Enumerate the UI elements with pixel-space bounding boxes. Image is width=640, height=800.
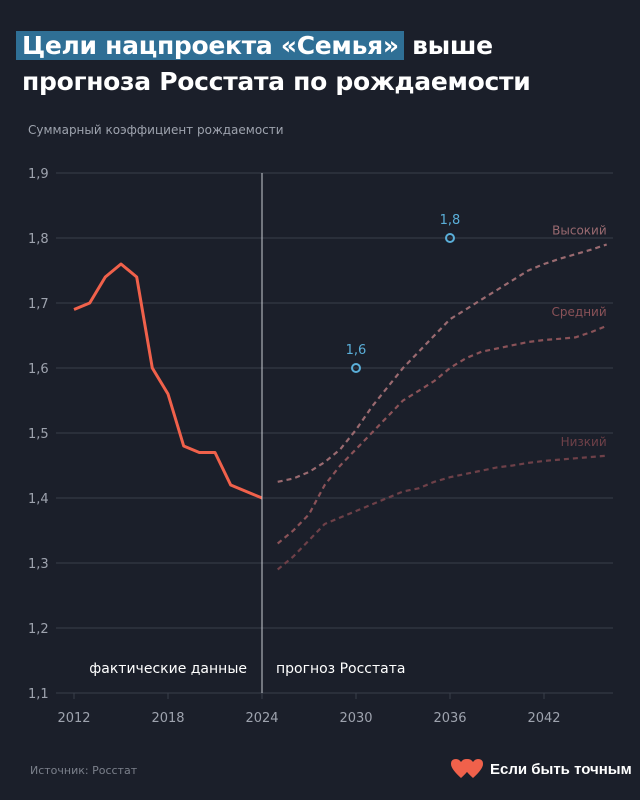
target-markers: 1,6 1,8: [346, 213, 461, 373]
title-highlight: Цели нацпроекта «Семья»: [16, 31, 404, 60]
series-label-mid: Средний: [552, 305, 607, 319]
brand-name: Если быть точным: [490, 760, 632, 778]
target-label: 1,6: [346, 343, 367, 358]
y-tick-label: 1,8: [28, 232, 49, 247]
y-tick-label: 1,7: [28, 297, 49, 312]
x-tick-label: 2042: [527, 711, 560, 726]
x-tick-labels: 2012 2018 2024 2030 2036 2042: [57, 693, 561, 726]
y-tick-label: 1,2: [28, 622, 49, 637]
target-point: [445, 233, 455, 243]
series-line-mid: [276, 324, 608, 545]
page-title: Цели нацпроекта «Семья» выше прогноза Ро…: [16, 28, 622, 100]
y-tick-label: 1,6: [28, 362, 49, 377]
y-axis-label: Суммарный коэффициент рождаемости: [28, 123, 284, 137]
series-label-high: Высокий: [552, 224, 607, 238]
y-tick-labels: 1,1 1,2 1,3 1,4 1,5 1,6 1,7 1,8 1,9: [28, 167, 49, 702]
x-tick-label: 2018: [151, 711, 184, 726]
target-point: [351, 363, 361, 373]
grid-lines: [56, 172, 613, 694]
target-label: 1,8: [440, 213, 461, 228]
y-tick-label: 1,1: [28, 687, 49, 702]
y-tick-label: 1,3: [28, 557, 49, 572]
x-tick-label: 2024: [245, 711, 278, 726]
series-line-low: [276, 454, 607, 571]
title-rest: выше: [412, 31, 493, 60]
x-tick-label: 2036: [433, 711, 466, 726]
hearts-logo-icon: [451, 759, 483, 778]
x-tick-label: 2012: [57, 711, 90, 726]
y-tick-label: 1,9: [28, 167, 49, 182]
actual-line: [73, 262, 263, 500]
forecast-label: прогноз Росстата: [276, 661, 405, 677]
series-label-low: Низкий: [561, 435, 607, 449]
source-note: Источник: Росстат: [30, 764, 138, 777]
x-tick-label: 2030: [339, 711, 372, 726]
title-line-2: прогноза Росстата по рождаемости: [22, 67, 531, 96]
actual-data-label: фактические данные: [89, 661, 247, 677]
series-lines: Высокий Средний Низкий: [73, 224, 608, 571]
y-tick-label: 1,4: [28, 492, 49, 507]
brand[interactable]: Если быть точным: [450, 758, 632, 780]
series-line-high: [277, 243, 608, 483]
y-tick-label: 1,5: [28, 427, 49, 442]
